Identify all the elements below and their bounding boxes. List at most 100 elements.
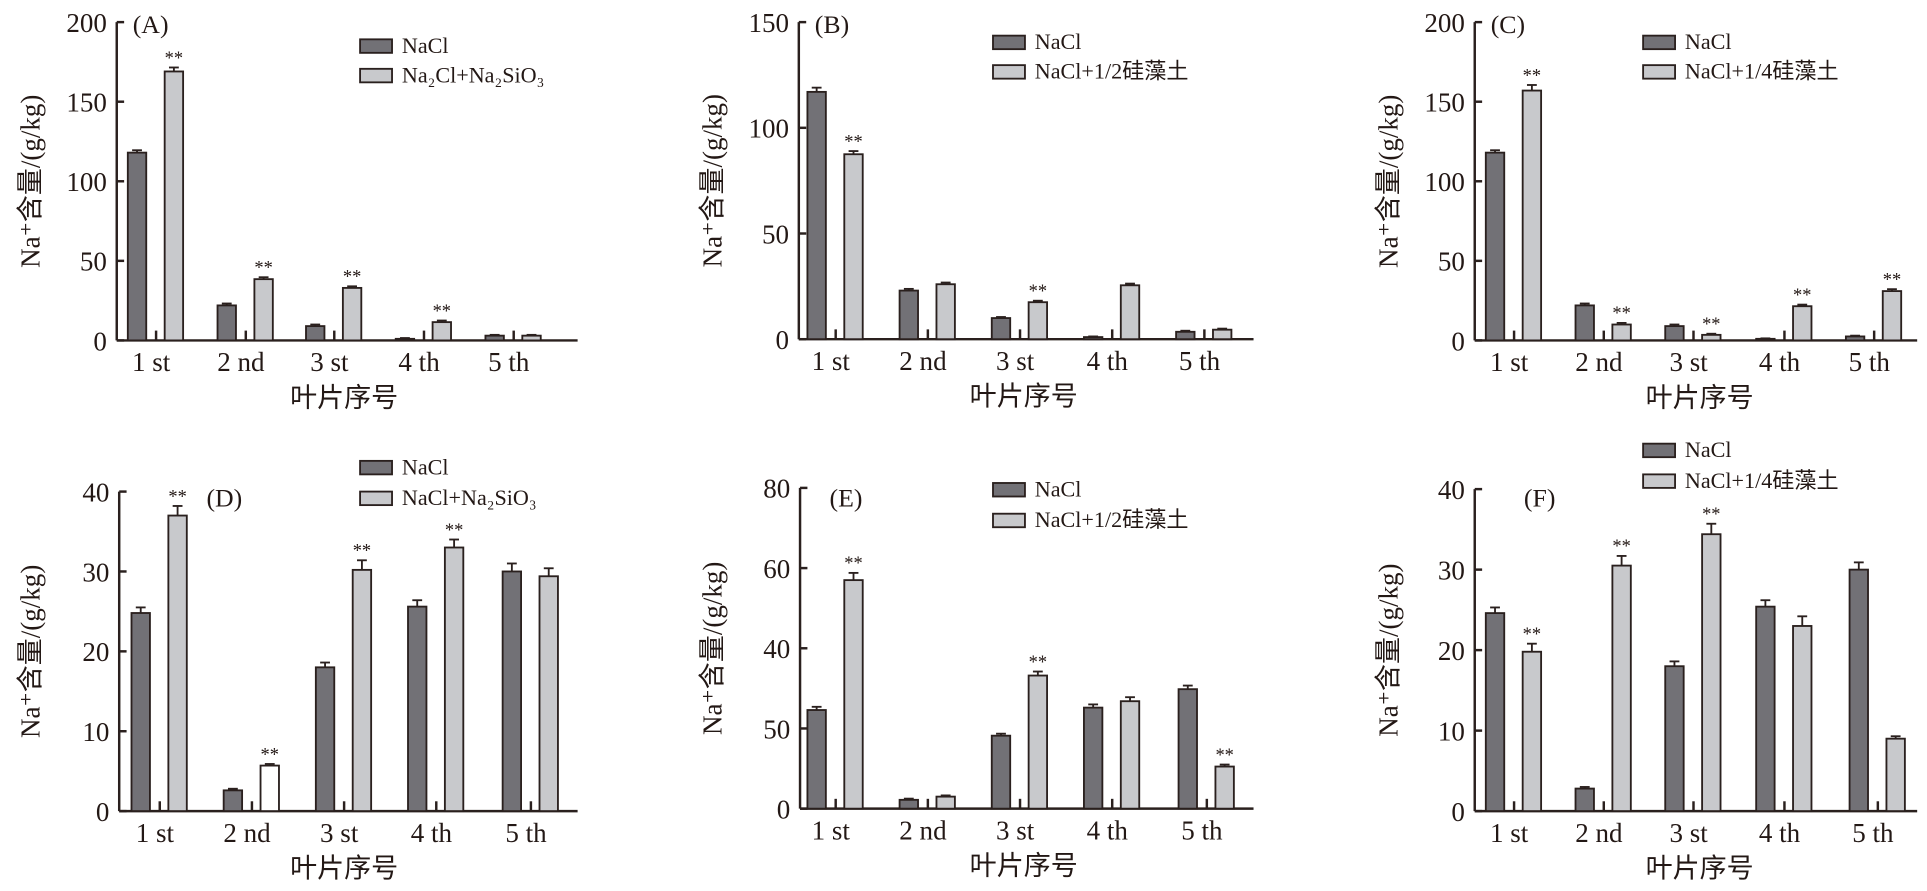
bar-treatment	[1701, 333, 1722, 342]
bar-treatment	[1885, 737, 1906, 813]
y-tick-label: 40	[1438, 475, 1465, 505]
y-axis-title: Na⁺含量/(g/kg)	[15, 95, 45, 268]
x-tick-label: 5 th	[1849, 347, 1891, 377]
y-tick-label: 100	[748, 114, 789, 144]
bar-treatment	[1027, 674, 1048, 810]
bar-treatment	[1611, 564, 1632, 813]
x-tick-label: 2 nd	[1575, 347, 1623, 377]
x-tick-label: 3 st	[320, 818, 359, 848]
significance-label: **	[1523, 624, 1541, 644]
y-tick-label: 0	[1451, 326, 1465, 356]
y-tick-label: 150	[66, 88, 107, 118]
bar-nacl	[1848, 568, 1869, 813]
bar-treatment	[163, 70, 185, 342]
significance-label: **	[844, 131, 862, 151]
panel-e: 0 50 40 60 80 1 st 2 nd 3 st 4 th 5 th NaCl ** ** ** N…	[697, 474, 1254, 881]
legend-swatch	[992, 34, 1026, 51]
bar-nacl	[1574, 787, 1595, 813]
bar-nacl	[898, 798, 919, 810]
y-tick-label: 50	[763, 714, 790, 744]
legend-swatch	[992, 64, 1026, 80]
legend-label: NaCl+1/4硅藻土	[1685, 59, 1839, 84]
bar-nacl	[1177, 688, 1198, 810]
panel-label: (F)	[1524, 483, 1556, 512]
x-tick-label: 5 th	[1179, 346, 1221, 376]
panel-label: (D)	[206, 483, 242, 512]
bar-nacl	[1574, 304, 1595, 342]
x-tick-label: 3 st	[1669, 347, 1708, 377]
bar-treatment	[1701, 533, 1722, 813]
bar-nacl	[501, 570, 522, 813]
y-tick-label: 0	[1451, 797, 1465, 827]
legend-swatch	[992, 482, 1026, 498]
x-tick-label: 5 th	[1852, 818, 1894, 848]
significance-label: **	[433, 301, 451, 321]
bar-nacl	[806, 709, 827, 810]
y-axis-title: Na⁺含量/(g/kg)	[697, 94, 727, 267]
panel-a: 0 50 100 150 200 1 st 2 nd 3 st 4 th 5 th NaCl ** **…	[15, 8, 578, 413]
x-tick-label: 4 th	[1759, 818, 1801, 848]
y-tick-label: 50	[1438, 247, 1465, 277]
legend-swatch	[992, 512, 1026, 529]
x-tick-label: 1 st	[812, 346, 851, 376]
x-tick-label: 5 th	[1181, 815, 1223, 845]
bar-treatment	[538, 575, 559, 813]
bar-nacl	[1844, 335, 1866, 342]
y-tick-label: 200	[66, 8, 107, 38]
x-tick-label: 3 st	[996, 346, 1035, 376]
y-tick-label: 0	[775, 325, 789, 355]
bar-treatment	[521, 334, 542, 342]
bar-nacl	[222, 789, 244, 813]
bar-nacl	[305, 325, 326, 342]
bar-treatment	[935, 795, 956, 810]
significance-label: **	[261, 744, 279, 764]
bar-nacl	[990, 734, 1012, 810]
significance-label: **	[353, 541, 371, 561]
legend-label: NaCl+1/2硅藻土	[1035, 59, 1189, 84]
bar-treatment	[443, 546, 465, 813]
bar-treatment	[341, 286, 363, 342]
y-axis-title: Na⁺含量/(g/kg)	[1373, 95, 1403, 268]
y-tick-label: 50	[80, 247, 107, 277]
bar-nacl	[216, 304, 237, 342]
significance-label: **	[1702, 504, 1720, 524]
y-tick-label: 150	[748, 8, 789, 38]
panel-b: 0 50 100 150 1 st 2 nd 3 st 4 th 5 th NaCl ** ** NaC…	[697, 8, 1254, 412]
x-tick-label: 4 th	[411, 818, 453, 848]
y-tick-label: 50	[762, 219, 789, 249]
legend-label: NaCl+Na₂SiO₃	[402, 485, 537, 510]
x-tick-label: 2 nd	[899, 815, 947, 845]
bar-nacl	[1755, 605, 1776, 813]
x-tick-label: 4 th	[398, 347, 440, 377]
bar-treatment	[1212, 328, 1233, 341]
bar-nacl	[126, 151, 148, 342]
x-tick-label: 1 st	[812, 815, 851, 845]
bar-treatment	[1027, 301, 1048, 341]
bar-treatment	[1521, 650, 1543, 813]
bar-nacl	[1664, 325, 1685, 342]
bar-treatment	[167, 514, 188, 813]
bar-treatment	[1119, 700, 1141, 810]
bar-nacl	[130, 612, 151, 813]
bar-nacl	[1175, 330, 1196, 341]
bar-treatment	[1214, 765, 1235, 810]
legend-label: NaCl	[1035, 29, 1082, 54]
legend-label: NaCl	[402, 33, 449, 58]
x-axis-title: 叶片序号	[1646, 383, 1754, 413]
y-axis-title: Na⁺含量/(g/kg)	[15, 565, 45, 738]
panel-c: 0 50 100 150 200 1 st 2 nd 3 st 4 th 5 th NaCl ** **…	[1373, 8, 1918, 413]
significance-label: **	[168, 486, 186, 506]
bar-nacl	[394, 337, 416, 342]
legend-swatch	[359, 490, 393, 507]
legend-label: NaCl	[1035, 477, 1082, 502]
bar-treatment	[935, 283, 956, 341]
x-axis-title: 叶片序号	[290, 853, 398, 883]
legend-swatch	[359, 38, 393, 54]
x-tick-label: 3 st	[996, 815, 1035, 845]
bar-treatment	[1792, 305, 1813, 342]
bar-nacl	[990, 317, 1012, 341]
significance-label: **	[1883, 269, 1901, 289]
y-tick-label: 100	[66, 167, 107, 197]
legend-swatch	[1642, 34, 1676, 51]
